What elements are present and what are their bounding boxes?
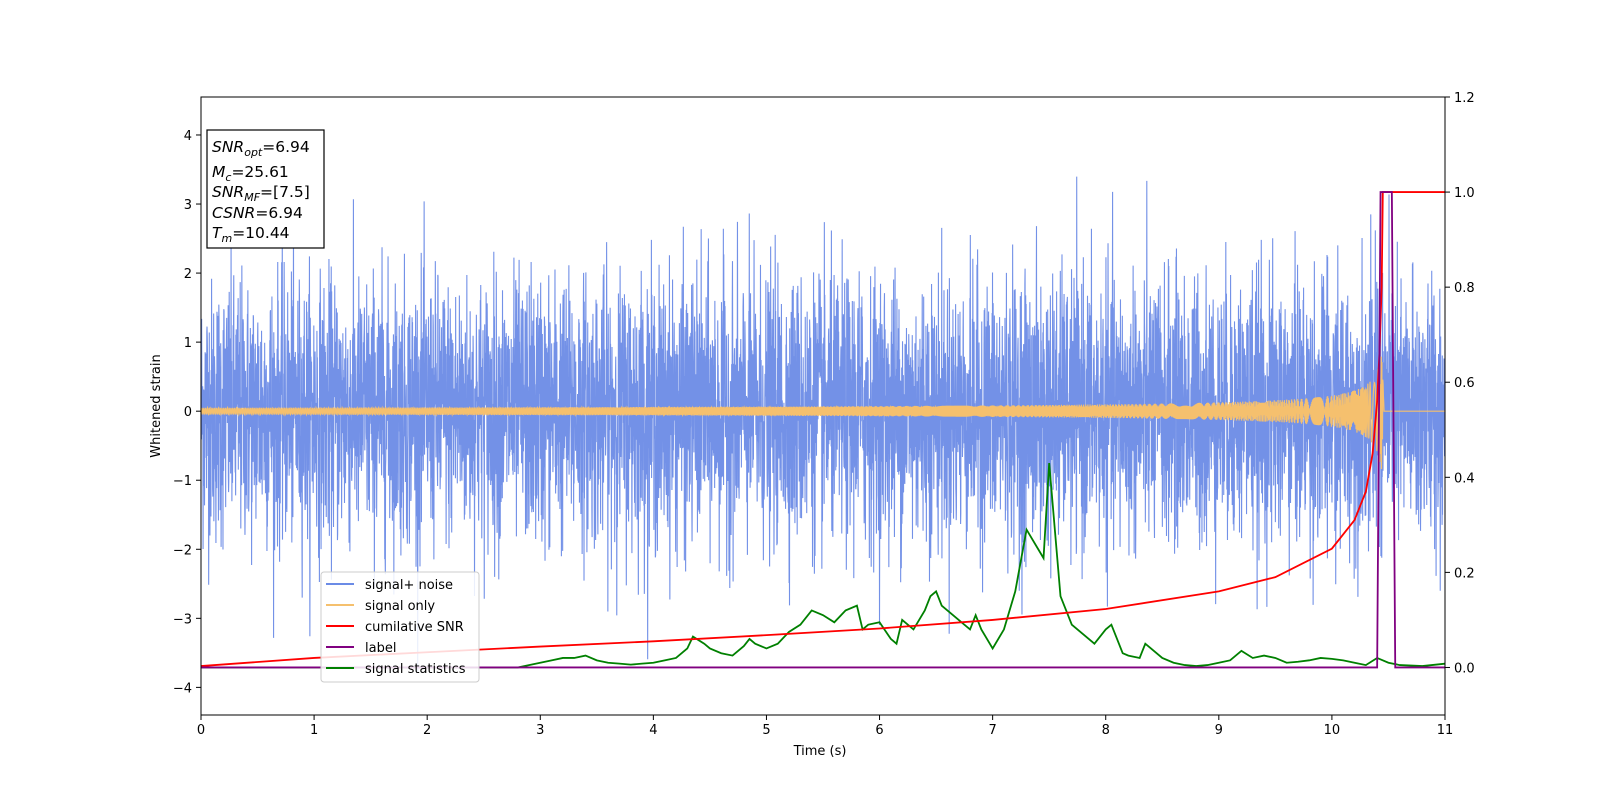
x-tick-label: 1	[310, 723, 318, 738]
info-value: =6.94	[262, 138, 310, 156]
x-tick-label: 4	[649, 723, 657, 738]
y-right-tick-label: 0.6	[1454, 376, 1475, 391]
info-value: =[7.5]	[260, 183, 310, 201]
y-right-tick-label: 1.0	[1454, 186, 1475, 201]
legend-label: signal+ noise	[365, 578, 453, 593]
right-axis-series	[201, 191, 1445, 669]
x-tick-label: 3	[536, 723, 544, 738]
plot-frame	[200, 96, 1446, 716]
info-line: Mc=25.61	[212, 163, 289, 184]
x-tick-label: 10	[1324, 723, 1341, 738]
x-tick-label: 2	[423, 723, 431, 738]
y-right-axis: 1.2 1.0 0.8 0.6 0.4 0.2 0.0	[1445, 91, 1475, 676]
y-right-tick-label: 0.0	[1454, 661, 1475, 676]
y-left-tick-label: 2	[184, 267, 192, 282]
y-right-tick-label: 0.4	[1454, 471, 1475, 486]
info-subscript: MF	[244, 191, 260, 204]
info-symbol: SNR	[212, 183, 244, 201]
legend: signal+ noise signal only cumilative SNR la…	[320, 571, 480, 683]
legend-label: signal statistics	[365, 662, 466, 677]
info-line: CSNR=6.94	[212, 204, 303, 222]
y-left-tick-label: −1	[173, 474, 192, 489]
plot-area	[201, 176, 1445, 672]
info-subscript: c	[225, 171, 231, 184]
y-left-tick-label: 3	[184, 198, 192, 213]
info-value: =6.94	[255, 204, 303, 222]
info-symbol: T	[212, 224, 223, 242]
info-subscript: opt	[244, 146, 263, 159]
series-line-signal-only	[201, 356, 1445, 470]
y-left-tick-label: 0	[184, 405, 192, 420]
info-value: =10.44	[232, 224, 289, 242]
x-axis: 0 1 2 3 4 5 6 7 8 9 10 11	[197, 715, 1453, 738]
y-left-axis: 4 3 2 1 0 −1 −2 −3 −4	[173, 129, 201, 696]
y-left-tick-label: 1	[184, 336, 192, 351]
y-right-tick-label: 0.2	[1454, 566, 1475, 581]
info-line: SNRopt=6.94	[212, 138, 310, 159]
y-right-tick-label: 1.2	[1454, 91, 1475, 106]
x-tick-label: 9	[1215, 723, 1223, 738]
info-box: SNRopt=6.94Mc=25.61SNRMF=[7.5]CSNR=6.94T…	[206, 129, 325, 249]
info-symbol: CSNR	[212, 204, 255, 222]
x-tick-label: 8	[1102, 723, 1110, 738]
info-box-frame	[206, 129, 325, 249]
legend-label: label	[365, 641, 396, 656]
legend-label: cumilative SNR	[365, 620, 464, 635]
x-tick-label: 11	[1437, 723, 1454, 738]
x-axis-title: Time (s)	[793, 744, 847, 759]
info-line: Tm=10.44	[212, 224, 290, 245]
series-line-signal-statistics	[201, 462, 1445, 669]
x-tick-label: 5	[762, 723, 770, 738]
y-left-tick-label: −4	[173, 681, 192, 696]
y-left-tick-label: −3	[173, 612, 192, 627]
info-symbol: SNR	[212, 138, 244, 156]
signal-only-series	[201, 356, 1445, 470]
x-tick-label: 6	[875, 723, 883, 738]
y-right-tick-label: 0.8	[1454, 281, 1475, 296]
info-symbol: M	[212, 163, 225, 181]
y-left-tick-label: −2	[173, 543, 192, 558]
series-line-label	[201, 191, 1445, 669]
x-tick-label: 0	[197, 723, 205, 738]
legend-frame	[320, 571, 480, 683]
info-value: =25.61	[231, 163, 288, 181]
info-line: SNRMF=[7.5]	[212, 183, 310, 204]
x-tick-label: 7	[988, 723, 996, 738]
y-axis-title: Whitened strain	[149, 354, 164, 457]
legend-label: signal only	[365, 599, 435, 614]
y-left-tick-label: 4	[184, 129, 192, 144]
info-subscript: m	[221, 232, 232, 245]
